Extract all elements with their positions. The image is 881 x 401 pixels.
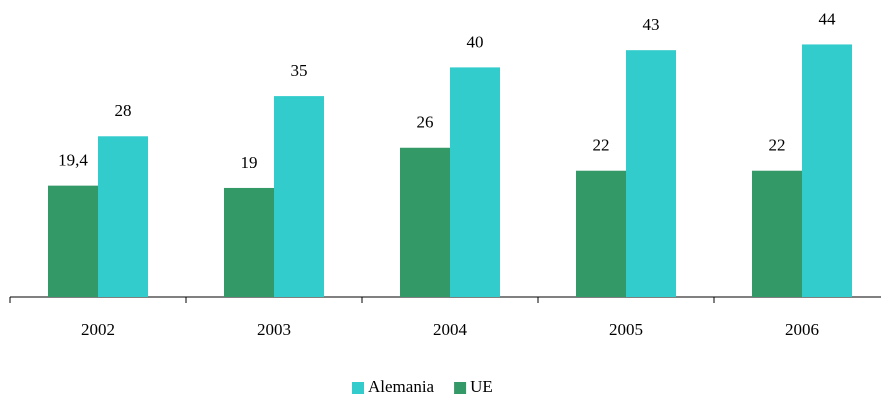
bar (752, 170, 802, 297)
data-label: 19,4 (58, 151, 88, 170)
bar (224, 187, 274, 297)
data-label: 35 (291, 61, 308, 80)
legend-label: Alemania (368, 377, 435, 396)
data-label: 40 (467, 32, 484, 51)
bar (98, 136, 148, 297)
bar (576, 170, 626, 297)
x-tick-label: 2003 (257, 320, 291, 339)
data-label: 44 (819, 9, 837, 28)
legend-swatch (454, 382, 467, 394)
legend-label: UE (470, 377, 493, 396)
x-tick-label: 2004 (433, 320, 468, 339)
legend-swatch (352, 382, 364, 394)
data-label: 43 (643, 15, 660, 34)
data-label: 22 (769, 136, 786, 155)
bar (48, 185, 98, 297)
data-label: 22 (593, 136, 610, 155)
x-tick-label: 2006 (785, 320, 819, 339)
x-tick-label: 2002 (81, 320, 115, 339)
data-label: 26 (417, 113, 434, 132)
bar (450, 67, 500, 298)
bar (626, 50, 676, 298)
data-label: 19 (241, 153, 258, 172)
x-tick-label: 2005 (609, 320, 643, 339)
bar (802, 44, 852, 297)
bar (274, 96, 324, 297)
data-label: 28 (115, 101, 132, 120)
bar (400, 147, 450, 297)
